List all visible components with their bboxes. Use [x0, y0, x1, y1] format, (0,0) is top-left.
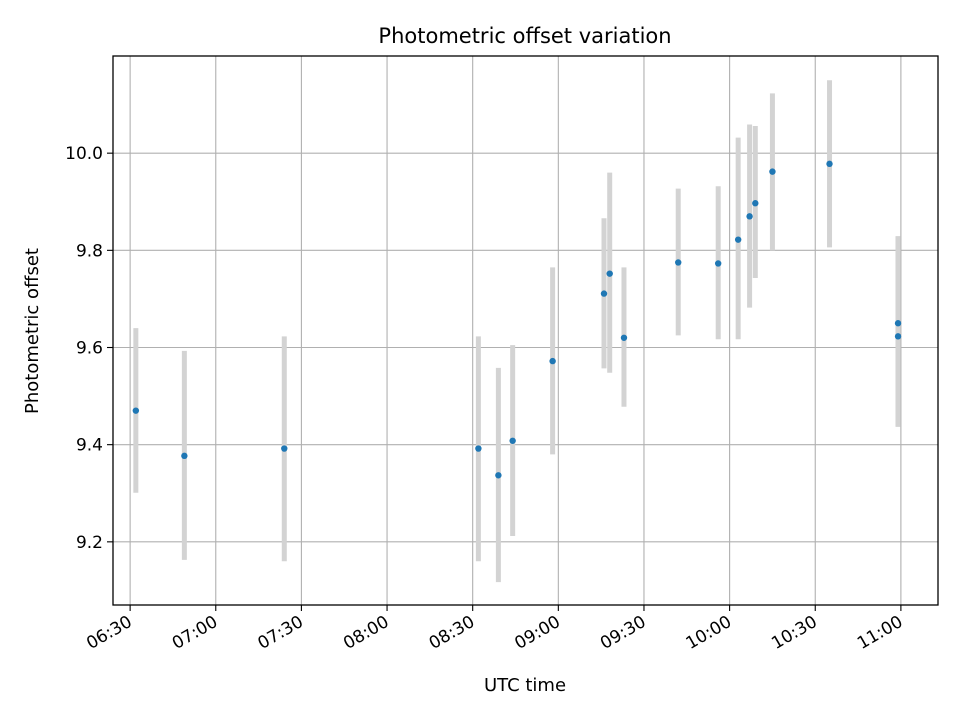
data-point	[714, 260, 722, 267]
grid-lines	[113, 56, 938, 605]
data-point	[475, 445, 482, 452]
data-point	[549, 357, 556, 365]
y-axis: 9.2 9.4 9.6 9.8 10.0	[65, 144, 113, 553]
data-point	[675, 259, 682, 266]
x-tick-label: 07:30	[254, 612, 306, 654]
data-point	[132, 407, 140, 414]
x-tick-label: 11:00	[854, 612, 906, 654]
data-point	[495, 472, 502, 479]
data-point	[894, 333, 902, 340]
y-tick-label: 9.2	[76, 533, 103, 553]
x-tick-label: 10:00	[683, 612, 735, 654]
data-point	[606, 270, 613, 277]
x-tick-label: 09:00	[511, 612, 563, 654]
data-point	[620, 334, 628, 341]
data-point	[752, 200, 759, 207]
data-point	[826, 160, 833, 168]
data-point	[600, 290, 608, 297]
y-tick-label: 9.8	[76, 241, 103, 261]
x-axis-label: UTC time	[484, 675, 566, 696]
data-point	[894, 320, 902, 327]
y-tick-label: 10.0	[65, 144, 103, 164]
x-tick-label: 07:00	[169, 612, 221, 654]
data-point	[509, 437, 516, 444]
plot-frame	[112, 55, 939, 606]
chart-title: Photometric offset variation	[378, 24, 671, 48]
x-tick-label: 08:30	[426, 612, 478, 654]
error-bars	[133, 80, 901, 583]
data-point	[181, 452, 188, 460]
x-tick-label: 09:30	[597, 612, 649, 654]
data-point	[746, 213, 753, 220]
data-point	[769, 168, 776, 175]
x-tick-label: 08:00	[340, 612, 392, 654]
data-points	[132, 160, 902, 479]
x-axis: 06:30 07:00 07:30 08:00 08:30 09:00 09:30 10:00…	[83, 605, 906, 654]
y-tick-label: 9.6	[76, 339, 103, 359]
x-tick-label: 10:30	[768, 612, 820, 654]
y-tick-label: 9.4	[76, 436, 103, 456]
y-axis-label: Photometric offset	[22, 248, 43, 414]
data-point	[734, 236, 742, 243]
data-point	[281, 445, 288, 452]
x-tick-label: 06:30	[83, 612, 135, 654]
